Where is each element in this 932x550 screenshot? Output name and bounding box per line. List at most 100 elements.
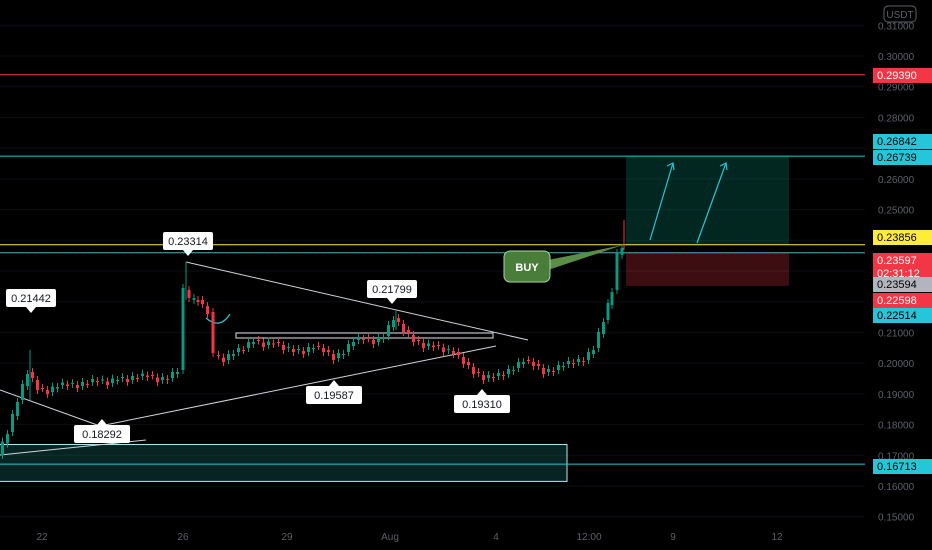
candle-body [252, 342, 255, 344]
price-badge: 0.26739 [873, 150, 932, 165]
candle-body [557, 365, 560, 370]
candle-body [577, 359, 580, 362]
candle-body [602, 322, 605, 334]
candle-body [187, 290, 191, 298]
candle-body [412, 335, 415, 342]
candle-body [86, 384, 89, 385]
candle-body [342, 354, 345, 355]
candle-body [106, 381, 109, 385]
candle-body [307, 347, 310, 352]
price-badges: 0.29390 0.26842 0.26739 0.23856 0.2359702:31… [873, 68, 932, 474]
candle-body [66, 384, 69, 386]
candle-body [317, 346, 320, 347]
pivot-label: 0.21442 [6, 289, 56, 313]
price-badge-text: 0.29390 [877, 70, 917, 82]
candle-body [587, 352, 590, 360]
candle-body [372, 340, 375, 344]
candle-body [457, 352, 460, 355]
candle-body [547, 369, 550, 372]
candle-body [211, 312, 215, 353]
candle-body [16, 402, 19, 416]
candle-body [322, 348, 325, 352]
curve-marker [205, 313, 231, 324]
candle-body [96, 381, 99, 382]
candle-body [527, 360, 530, 361]
price-tick-label: 0.19000 [878, 390, 915, 401]
candle-body [542, 368, 545, 374]
horizontal-levels[interactable] [0, 74, 865, 465]
time-tick-label: 9 [670, 532, 676, 543]
candle-body [312, 348, 315, 349]
price-tick-label: 0.31000 [878, 21, 915, 32]
pivot-label-box [6, 289, 56, 307]
price-badge-text: 0.26739 [877, 152, 917, 164]
buy-label: BUY [515, 262, 539, 274]
target-arrow-head [666, 162, 675, 171]
candle-body [567, 361, 570, 364]
pivot-label-box [306, 386, 362, 404]
pivot-label-text: 0.18292 [82, 429, 122, 441]
candle-body [517, 362, 520, 368]
candle-body [91, 379, 94, 382]
candle-body [452, 351, 455, 354]
candle-body [467, 362, 470, 365]
candle-body [161, 377, 164, 380]
candle-body [222, 357, 225, 362]
currency-badge[interactable]: USDT [883, 5, 917, 23]
candle-body [21, 384, 24, 400]
candle-body [610, 292, 614, 305]
candle-body [562, 366, 565, 367]
buy-annotation[interactable]: BUY [503, 245, 623, 283]
candle-body [402, 324, 405, 332]
candle-body [141, 373, 144, 376]
candle-body [532, 362, 535, 366]
candle-body [482, 375, 485, 380]
pivot-label-pointer [26, 307, 36, 313]
price-tick-label: 0.15000 [878, 513, 915, 524]
candle-body [31, 372, 34, 378]
candle-body [181, 288, 185, 370]
pivot-label: 0.18292 [74, 419, 130, 443]
candle-body [302, 351, 305, 354]
candle-body [206, 306, 209, 314]
time-axis[interactable]: 22 26 29 Aug 4 12:00 9 12 [36, 532, 783, 543]
candle-body [597, 332, 600, 348]
price-badge-box [873, 134, 932, 149]
price-badge-box [873, 459, 932, 474]
pivot-label-pointer [387, 298, 397, 304]
candle-body [487, 375, 490, 378]
price-tick-label: 0.29000 [878, 83, 915, 94]
time-tick-label: 4 [493, 532, 499, 543]
candle-body [166, 379, 169, 380]
target-arrow-head [719, 162, 728, 171]
candle-body [257, 340, 260, 341]
candle-body [11, 414, 14, 432]
pivot-label: 0.19310 [454, 389, 510, 413]
price-tick-label: 0.30000 [878, 52, 915, 63]
price-badge: 0.29390 [873, 68, 932, 83]
price-badge-text: 0.26842 [877, 136, 917, 148]
candle-body [422, 343, 425, 348]
candle-body [492, 377, 495, 378]
trend-lines[interactable] [0, 261, 529, 456]
candle-body [242, 350, 245, 351]
pivot-label: 0.19587 [306, 380, 362, 404]
candle-body [292, 349, 295, 352]
candle-body [357, 337, 360, 340]
candle-body [262, 342, 265, 347]
price-badge: 0.23856 [873, 230, 932, 245]
price-badge: 0.26842 [873, 134, 932, 149]
candle-body [417, 340, 420, 341]
candle-body [247, 342, 250, 348]
trend-line [99, 345, 497, 427]
candle-body [407, 330, 410, 333]
candle-body [352, 342, 355, 346]
pivot-label-pointer [477, 389, 487, 395]
candle-body [582, 361, 585, 362]
pivot-label: 0.23314 [163, 232, 213, 256]
candle-body [442, 347, 445, 352]
candle-body [472, 367, 475, 374]
long-position-tool[interactable] [626, 156, 789, 286]
